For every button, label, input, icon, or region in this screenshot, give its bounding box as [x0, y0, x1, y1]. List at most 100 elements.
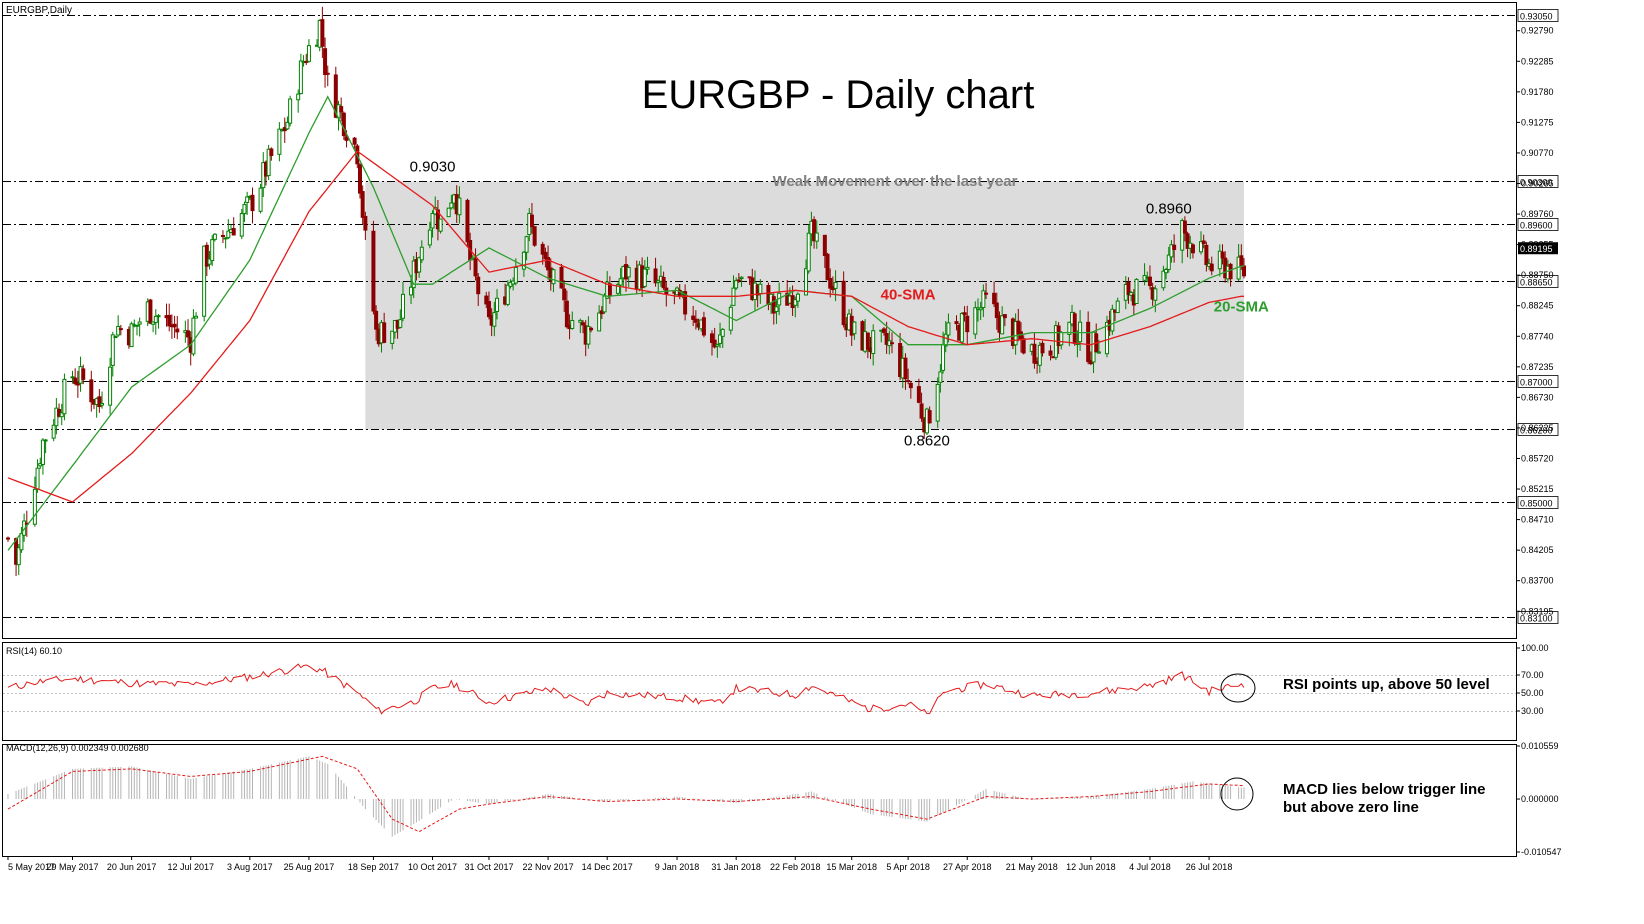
candle-body	[32, 488, 37, 525]
candle-body	[1067, 321, 1072, 335]
candle-body	[1126, 281, 1131, 296]
candle-body	[266, 148, 271, 177]
candle-body	[100, 402, 105, 406]
candle-body	[113, 336, 118, 339]
candle-body	[226, 230, 231, 239]
price-y-tick-label: 0.89760	[1521, 209, 1554, 219]
candle-body	[747, 276, 752, 279]
candle-body	[277, 128, 282, 155]
macd-y-tick-label: 0.010559	[1521, 741, 1559, 751]
candle-body	[903, 357, 908, 380]
candle-body	[1217, 250, 1222, 270]
candle-body	[204, 244, 209, 267]
candle-body	[607, 283, 612, 296]
x-tick-label: 22 Nov 2017	[523, 862, 574, 872]
candle-body	[51, 424, 56, 439]
candle-body	[806, 232, 811, 272]
candle-body	[1072, 313, 1077, 344]
level-price-box	[1517, 375, 1559, 388]
candle-body	[884, 333, 889, 345]
candle-body	[981, 290, 986, 308]
candle-body	[411, 260, 416, 289]
candle-body	[1086, 321, 1091, 363]
candle-body	[486, 301, 491, 318]
candle-body	[191, 317, 196, 355]
candle-body	[946, 322, 951, 336]
rsi-y-tick-label: 50.00	[1521, 688, 1544, 698]
level-price-box	[1517, 423, 1559, 436]
candle-body	[908, 382, 913, 389]
candle-body	[1002, 314, 1007, 319]
candle-body	[296, 93, 301, 101]
candle-body	[16, 547, 21, 566]
candle-body	[1129, 292, 1134, 296]
candle-body	[693, 318, 698, 323]
candle-body	[357, 164, 362, 194]
candle-body	[1228, 263, 1233, 280]
candle-body	[417, 257, 422, 273]
macd-annotation-line2: but above zero line	[1283, 799, 1419, 816]
price-y-tick-label: 0.83700	[1521, 576, 1554, 586]
candle-body	[398, 319, 403, 328]
candle-body	[6, 537, 10, 540]
candle-body	[194, 315, 199, 319]
candle-body	[250, 194, 255, 212]
candle-body	[543, 251, 548, 260]
level-price-label: 0.93050	[1520, 12, 1553, 22]
candle-body	[825, 253, 830, 281]
candle-body	[814, 232, 819, 242]
candle-body	[962, 312, 967, 316]
candle-body	[231, 228, 236, 236]
candle-body	[1209, 263, 1214, 272]
candle-body	[938, 371, 943, 383]
candle-body	[339, 106, 344, 113]
price-y-tick-label: 0.85720	[1521, 453, 1554, 463]
level-price-label: 0.83100	[1520, 614, 1553, 624]
candle-body	[935, 383, 940, 422]
candle-body	[1021, 338, 1026, 354]
level-price-label: 0.87000	[1520, 378, 1553, 388]
candle-body	[521, 251, 526, 270]
candle-body	[524, 236, 529, 253]
macd-annotation-line1: MACD lies below trigger line	[1283, 781, 1486, 798]
candle-body	[881, 328, 886, 333]
x-tick-label: 31 Jan 2018	[711, 862, 761, 872]
candle-body	[984, 292, 989, 295]
candle-body	[505, 284, 510, 305]
candle-body	[812, 219, 817, 242]
rsi-y-tick-label: 100.00	[1521, 643, 1549, 653]
candle-body	[484, 295, 489, 305]
level-price-label: 0.88650	[1520, 278, 1553, 288]
candle-body	[540, 243, 545, 255]
candle-body	[1180, 220, 1185, 251]
candle-body	[720, 328, 725, 337]
candle-body	[172, 323, 177, 328]
candle-body	[1201, 240, 1206, 245]
candle-body	[298, 60, 303, 95]
price-y-tick-label: 0.84205	[1521, 545, 1554, 555]
price-y-tick-label: 0.87740	[1521, 331, 1554, 341]
candle-body	[1190, 244, 1195, 254]
candle-body	[615, 284, 620, 294]
candle-body	[116, 325, 121, 336]
candle-body	[734, 280, 739, 289]
candle-body	[457, 197, 462, 216]
candle-body	[306, 45, 311, 62]
candle-body	[973, 307, 978, 335]
x-tick-label: 21 May 2018	[1006, 862, 1058, 872]
candle-body	[148, 299, 153, 324]
candle-body	[54, 407, 59, 427]
candle-body	[927, 410, 932, 424]
candle-body	[546, 257, 551, 271]
candle-body	[551, 269, 556, 285]
candle-body	[906, 380, 911, 383]
candle-body	[245, 196, 250, 203]
candle-body	[581, 322, 586, 326]
candle-body	[73, 377, 78, 385]
candle-body	[1239, 255, 1244, 267]
level-price-box	[1517, 275, 1559, 288]
candle-body	[223, 237, 228, 240]
candle-body	[994, 302, 999, 319]
price-y-tick-label: 0.90770	[1521, 148, 1554, 158]
